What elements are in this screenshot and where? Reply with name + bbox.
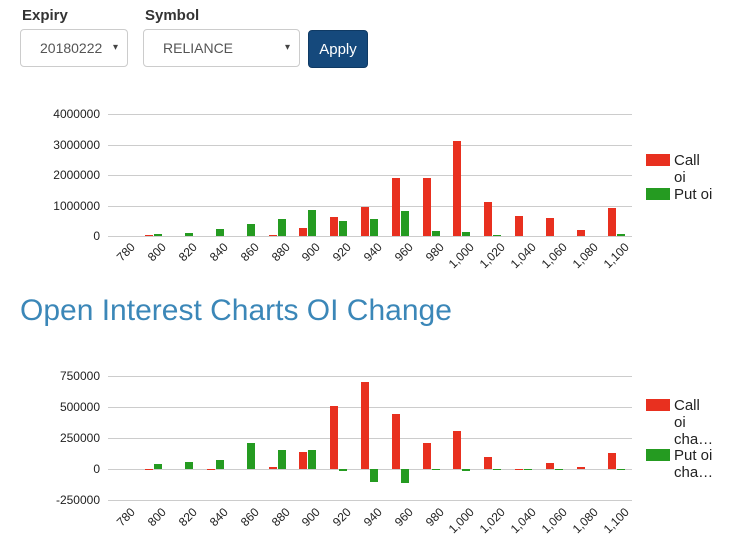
bar-call-oi-cha-1040[interactable] — [515, 469, 523, 470]
gridline — [108, 438, 632, 439]
oi-change-chart: -250000 0 250000 500000 750000 780 800 820 840 86… — [0, 355, 736, 542]
apply-button[interactable]: Apply — [308, 30, 368, 68]
bar-call-oi-cha-800[interactable] — [145, 469, 153, 470]
bar-put-oi-cha-1040[interactable] — [524, 469, 532, 470]
bar-put-oi900[interactable] — [308, 210, 316, 236]
bar-call-oi1080[interactable] — [577, 230, 585, 236]
y-tick-label: 0 — [93, 462, 100, 476]
bar-call-oi-cha-940[interactable] — [361, 382, 369, 469]
legend-label: Put oi cha… — [674, 447, 714, 481]
bar-put-oi-cha-800[interactable] — [154, 464, 162, 469]
symbol-select[interactable]: RELIANCE ▾ — [143, 29, 300, 67]
bar-call-oi-cha-1060[interactable] — [546, 463, 554, 469]
y-tick-label: 3000000 — [53, 138, 100, 152]
bar-call-oi-cha-1080[interactable] — [577, 467, 585, 469]
open-interest-chart: 0 1000000 2000000 3000000 4000000 780 800 820 84… — [0, 93, 736, 293]
bar-call-oi940[interactable] — [361, 207, 369, 236]
bar-put-oi-cha-1100[interactable] — [617, 469, 625, 470]
symbol-label: Symbol — [145, 7, 200, 24]
bar-call-oi-cha-880[interactable] — [269, 467, 277, 469]
y-tick-label: 1000000 — [53, 199, 100, 213]
bar-put-oi-cha-820[interactable] — [185, 462, 193, 469]
page-title: Open Interest Charts OI Change — [20, 294, 452, 327]
bar-put-oi880[interactable] — [278, 219, 286, 236]
gridline — [108, 500, 632, 501]
legend-swatch — [646, 154, 670, 166]
bar-put-oi-cha-1000[interactable] — [462, 469, 470, 471]
expiry-label: Expiry — [22, 7, 68, 24]
bar-call-oi1100[interactable] — [608, 208, 616, 236]
bar-call-oi980[interactable] — [423, 178, 431, 236]
y-tick-label: 4000000 — [53, 107, 100, 121]
bar-put-oi-cha-1020[interactable] — [493, 469, 501, 470]
bar-call-oi-cha-1000[interactable] — [453, 431, 461, 469]
bar-put-oi820[interactable] — [185, 233, 193, 236]
gridline — [108, 145, 632, 146]
bar-call-oi-cha-840[interactable] — [207, 469, 215, 470]
bar-call-oi1040[interactable] — [515, 216, 523, 236]
bar-put-oi1100[interactable] — [617, 234, 625, 236]
bar-call-oi-cha-1020[interactable] — [484, 457, 492, 469]
legend-swatch — [646, 188, 670, 200]
legend-swatch — [646, 399, 670, 411]
bar-call-oi-cha-960[interactable] — [392, 414, 400, 469]
bar-put-oi920[interactable] — [339, 221, 347, 236]
bar-call-oi800[interactable] — [145, 235, 153, 236]
gridline — [108, 236, 632, 237]
y-tick-label: 750000 — [59, 369, 100, 383]
caret-down-icon: ▾ — [112, 42, 118, 53]
expiry-select-value: 20180222 — [40, 40, 103, 56]
bar-put-oi840[interactable] — [216, 229, 224, 236]
bar-put-oi-cha-960[interactable] — [401, 469, 409, 483]
bar-put-oi980[interactable] — [432, 231, 440, 236]
gridline — [108, 376, 632, 377]
bar-call-oi-cha-900[interactable] — [299, 452, 307, 469]
legend-swatch — [646, 449, 670, 461]
bar-put-oi-cha-840[interactable] — [216, 460, 224, 469]
bar-put-oi-cha-900[interactable] — [308, 450, 316, 469]
bar-put-oi-cha-940[interactable] — [370, 469, 378, 482]
bar-call-oi960[interactable] — [392, 178, 400, 236]
caret-down-icon: ▾ — [284, 42, 290, 53]
y-tick-label: 2000000 — [53, 168, 100, 182]
y-tick-label: 250000 — [59, 431, 100, 445]
bar-put-oi-cha-860[interactable] — [247, 443, 255, 469]
bar-put-oi1000[interactable] — [462, 232, 470, 236]
legend-label: Call oi cha… — [674, 397, 714, 448]
legend-label: Put oi — [674, 186, 713, 203]
bar-put-oi-cha-980[interactable] — [432, 469, 440, 470]
bar-call-oi-cha-1100[interactable] — [608, 453, 616, 469]
symbol-select-value: RELIANCE — [163, 40, 234, 56]
bar-put-oi940[interactable] — [370, 219, 378, 236]
bar-put-oi860[interactable] — [247, 224, 255, 236]
bar-put-oi-cha-1060[interactable] — [555, 469, 563, 470]
gridline — [108, 407, 632, 408]
bar-put-oi1020[interactable] — [493, 235, 501, 236]
bar-put-oi-cha-880[interactable] — [278, 450, 286, 469]
bar-call-oi-cha-920[interactable] — [330, 406, 338, 469]
bar-put-oi-cha-920[interactable] — [339, 469, 347, 471]
gridline — [108, 114, 632, 115]
bar-put-oi800[interactable] — [154, 234, 162, 236]
bar-call-oi920[interactable] — [330, 217, 338, 236]
bar-call-oi1020[interactable] — [484, 202, 492, 236]
gridline — [108, 175, 632, 176]
expiry-select[interactable]: 20180222 ▾ — [20, 29, 128, 67]
y-tick-label: 0 — [93, 229, 100, 243]
bar-put-oi960[interactable] — [401, 211, 409, 236]
legend-label: Call oi — [674, 152, 700, 186]
bar-call-oi1060[interactable] — [546, 218, 554, 236]
bar-call-oi880[interactable] — [269, 235, 277, 236]
bar-call-oi1000[interactable] — [453, 141, 461, 236]
y-tick-label: 500000 — [59, 400, 100, 414]
y-tick-label: -250000 — [55, 493, 100, 507]
gridline — [108, 206, 632, 207]
bar-call-oi900[interactable] — [299, 228, 307, 236]
bar-call-oi-cha-980[interactable] — [423, 443, 431, 469]
